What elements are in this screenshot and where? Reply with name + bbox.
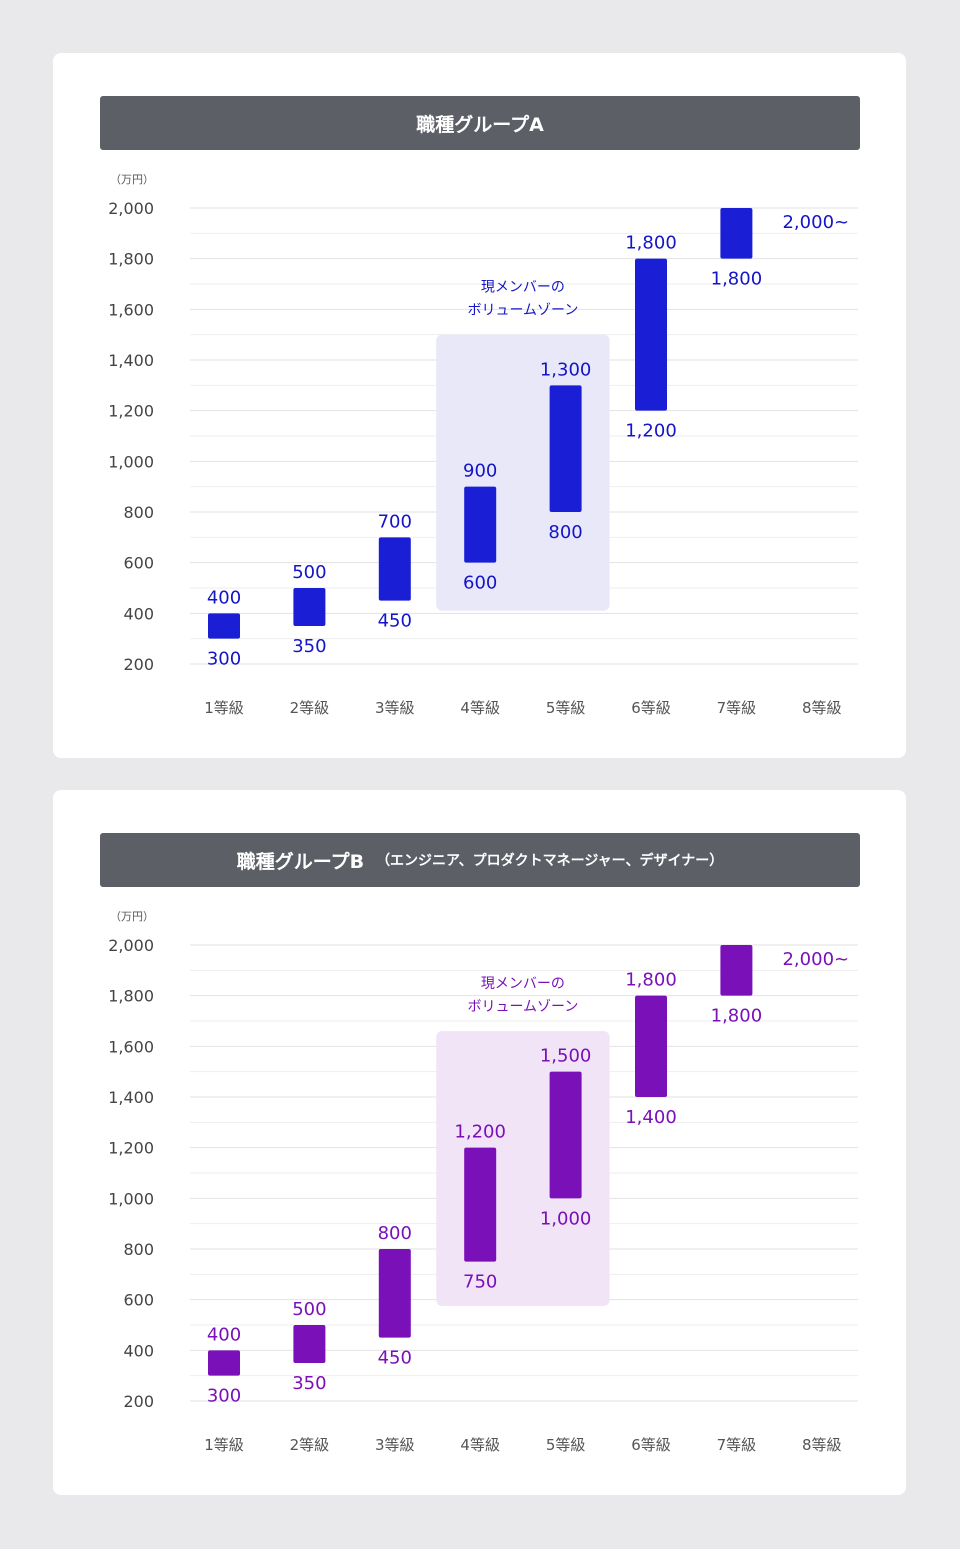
x-tick-label: 7等級: [717, 1436, 757, 1454]
y-tick-label: 400: [123, 604, 154, 623]
bar-bottom-label: 750: [463, 1272, 497, 1293]
range-bar: [378, 537, 411, 601]
x-tick-label: 1等級: [204, 1436, 244, 1454]
bar-bottom-label: 1,800: [711, 1006, 763, 1027]
bar-top-label: 500: [292, 562, 326, 583]
y-tick-label: 200: [123, 1392, 154, 1411]
bar-bottom-label: 350: [292, 1373, 326, 1394]
unit-label: （万円）: [110, 910, 154, 923]
range-bar: [293, 1325, 326, 1363]
x-tick-label: 1等級: [204, 699, 244, 717]
y-tick-label: 1,400: [108, 1088, 154, 1107]
chart-header: 職種グループA: [100, 96, 860, 150]
y-tick-label: 1,000: [108, 452, 154, 471]
y-tick-label: 1,400: [108, 351, 154, 370]
x-tick-label: 8等級: [802, 1436, 842, 1454]
x-tick-label: 2等級: [290, 1436, 330, 1454]
bar-top-label: 700: [378, 511, 412, 532]
bar-top-label: 800: [378, 1223, 412, 1244]
range-bar: [293, 588, 326, 626]
bar-top-label: 1,800: [625, 970, 677, 991]
y-tick-label: 2,000: [108, 199, 154, 218]
y-tick-label: 2,000: [108, 936, 154, 955]
x-tick-label: 4等級: [460, 699, 500, 717]
x-tick-label: 8等級: [802, 699, 842, 717]
bar-top-label: 400: [207, 587, 241, 608]
y-tick-label: 1,800: [108, 250, 154, 269]
zone-label: ボリュームゾーン: [467, 999, 578, 1015]
bar-bottom-label: 800: [548, 522, 582, 543]
y-tick-label: 1,200: [108, 402, 154, 421]
y-tick-label: 1,600: [108, 300, 154, 319]
x-tick-label: 6等級: [631, 1436, 671, 1454]
y-tick-label: 800: [123, 1240, 154, 1259]
bar-top-label: 1,800: [625, 233, 677, 254]
x-tick-label: 3等級: [375, 1436, 415, 1454]
range-bar: [549, 1071, 582, 1199]
chart-svg-b: （万円） 2,000 1,800 1,600 1,400 1,200 1,000 800 600…: [108, 910, 858, 1454]
range-bar: [208, 1350, 240, 1376]
y-tick-label: 600: [123, 1291, 154, 1310]
bar-bottom-label: 600: [463, 573, 497, 594]
x-tick-label: 6等級: [631, 699, 671, 717]
y-tick-label: 1,600: [108, 1037, 154, 1056]
bar-bottom-label: 1,200: [625, 421, 677, 442]
range-bar: [720, 208, 753, 259]
bar-top-label: 500: [292, 1299, 326, 1320]
bar-top-label: 1,500: [540, 1046, 592, 1067]
range-bar: [635, 258, 667, 411]
x-tick-label: 5等級: [546, 1436, 586, 1454]
zone-label: ボリュームゾーン: [467, 303, 578, 319]
x-tick-label: 5等級: [546, 699, 586, 717]
bar-bottom-label: 300: [207, 649, 241, 670]
bar-bottom-label: 450: [378, 1348, 412, 1369]
chart-header: 職種グループB （エンジニア、プロダクトマネージャー、デザイナー）: [100, 833, 860, 887]
bar-bottom-label: 450: [378, 611, 412, 632]
bar-top-label: 400: [207, 1324, 241, 1345]
range-bar: [464, 1147, 497, 1262]
chart-svg-a: （万円） 2,000 1,800 1,600 1,400 1,200 1,000 800 600…: [108, 173, 858, 717]
range-bar: [378, 1249, 411, 1338]
bar-bottom-label: 350: [292, 636, 326, 657]
zone-label: 現メンバーの: [481, 976, 565, 992]
chart-title: 職種グループB: [236, 850, 365, 873]
range-bar: [635, 995, 667, 1097]
range-bar: [208, 613, 240, 639]
chart-title: 職種グループA: [416, 113, 544, 136]
x-tick-label: 2等級: [290, 699, 330, 717]
open-range-label: 2,000~: [782, 212, 849, 233]
y-tick-label: 600: [123, 554, 154, 573]
y-tick-label: 800: [123, 503, 154, 522]
range-bar: [464, 486, 497, 563]
bar-bottom-label: 1,400: [625, 1107, 677, 1128]
bar-top-label: 1,200: [454, 1122, 506, 1143]
y-tick-label: 1,800: [108, 987, 154, 1006]
chart-subtitle: （エンジニア、プロダクトマネージャー、デザイナー）: [376, 853, 724, 869]
y-tick-label: 1,200: [108, 1139, 154, 1158]
unit-label: （万円）: [110, 173, 154, 186]
range-bar: [720, 945, 753, 996]
chart-card-b: 職種グループB （エンジニア、プロダクトマネージャー、デザイナー） （万円） 2,0…: [53, 790, 906, 1495]
y-tick-label: 400: [123, 1341, 154, 1360]
y-tick-label: 1,000: [108, 1189, 154, 1208]
chart-card-a: 職種グループA （万円） 2,000 1,800 1,600 1,400 1,200 1,0…: [53, 53, 906, 758]
bar-top-label: 900: [463, 461, 497, 482]
bar-bottom-label: 1,800: [711, 269, 763, 290]
bar-top-label: 1,300: [540, 359, 592, 380]
y-tick-label: 200: [123, 655, 154, 674]
open-range-label: 2,000~: [782, 949, 849, 970]
x-tick-label: 7等級: [717, 699, 757, 717]
x-tick-label: 3等級: [375, 699, 415, 717]
bar-bottom-label: 1,000: [540, 1208, 592, 1229]
range-bar: [549, 385, 582, 512]
bar-bottom-label: 300: [207, 1386, 241, 1407]
volume-zone: [436, 1031, 610, 1306]
zone-label: 現メンバーの: [481, 280, 565, 296]
x-tick-label: 4等級: [460, 1436, 500, 1454]
